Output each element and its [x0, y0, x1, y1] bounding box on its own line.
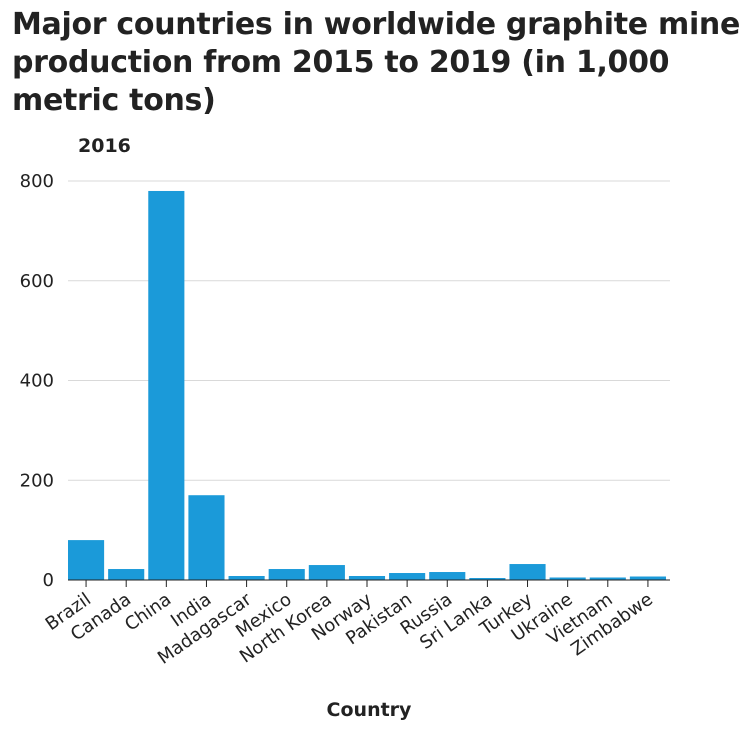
y-tick-label: 0 — [43, 570, 54, 591]
y-axis-ticks: 0 200 400 600 800 — [20, 171, 54, 591]
y-tick-label: 200 — [20, 470, 54, 491]
bar[interactable] — [429, 572, 466, 580]
bar[interactable] — [469, 578, 506, 580]
bars — [68, 190, 666, 580]
x-axis-ticks: BrazilCanadaChinaIndiaMadagascarMexicoNo… — [42, 580, 657, 669]
y-tick-label: 600 — [20, 271, 54, 292]
chart-title: Major countries in worldwide graphite mi… — [12, 7, 741, 118]
bar[interactable] — [348, 576, 386, 580]
bar[interactable] — [68, 540, 105, 580]
bar[interactable] — [549, 577, 586, 580]
x-tick-label: China — [121, 589, 175, 636]
y-tick-label: 400 — [20, 371, 54, 392]
bar[interactable] — [389, 573, 426, 580]
bar[interactable] — [188, 495, 225, 580]
bar[interactable] — [589, 577, 626, 580]
bar[interactable] — [308, 565, 345, 580]
x-axis-title: Country — [327, 699, 413, 721]
bar[interactable] — [108, 569, 145, 580]
bar[interactable] — [509, 564, 546, 580]
chart-subtitle: 2016 — [78, 135, 131, 157]
bar[interactable] — [629, 576, 666, 580]
y-tick-label: 800 — [20, 171, 54, 192]
bar[interactable] — [148, 190, 185, 580]
bar[interactable] — [228, 576, 265, 580]
bar[interactable] — [268, 569, 305, 580]
